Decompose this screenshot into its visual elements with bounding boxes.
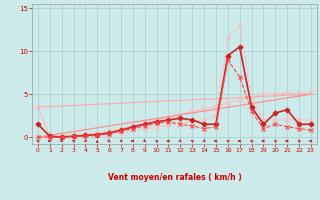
X-axis label: Vent moyen/en rafales ( km/h ): Vent moyen/en rafales ( km/h ) [108, 173, 241, 182]
